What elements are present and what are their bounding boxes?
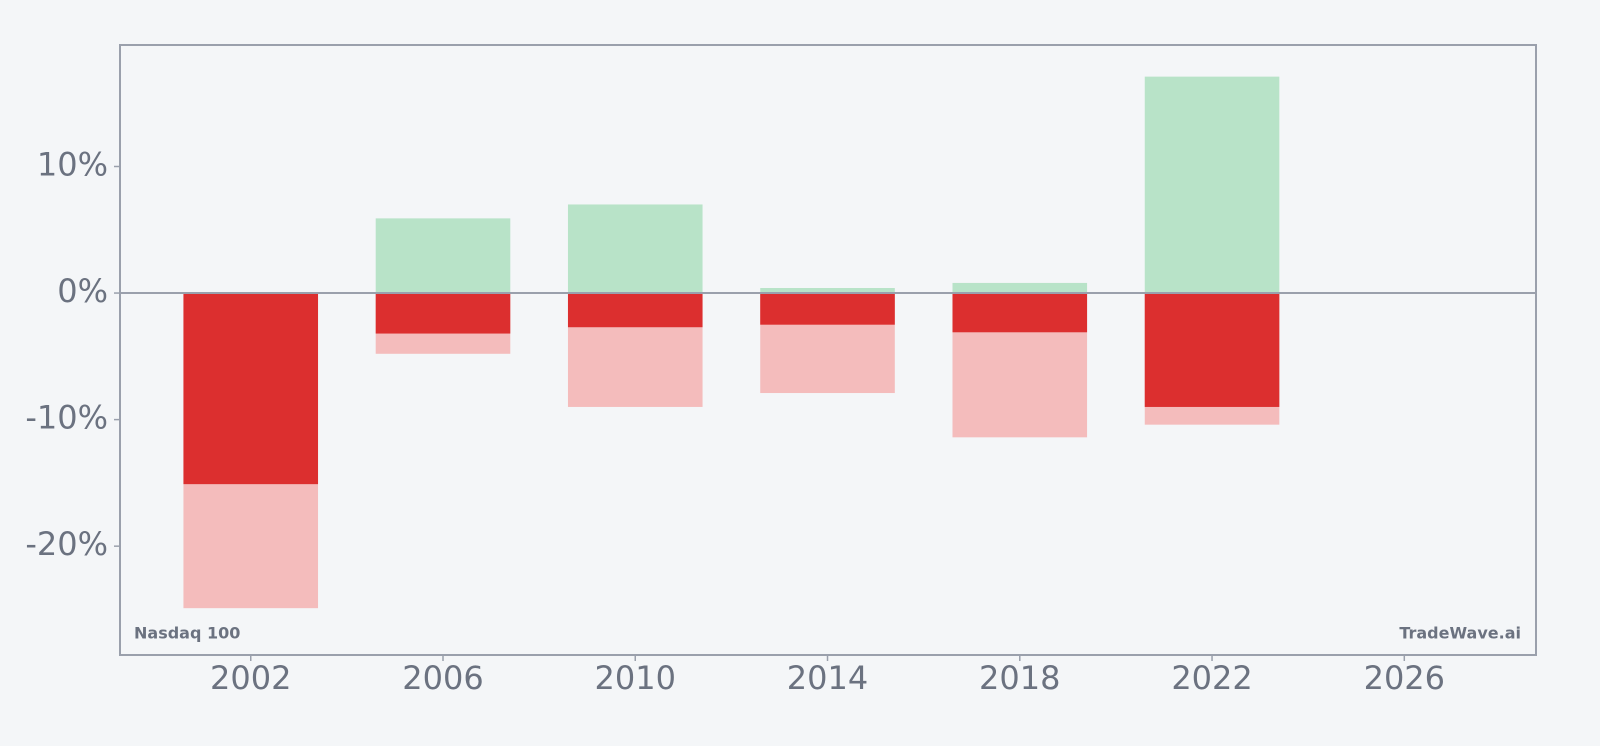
bar [183, 293, 319, 485]
x-tick-label: 2018 [979, 659, 1060, 697]
y-tick-label: 0% [57, 272, 108, 310]
x-tick-label: 2022 [1171, 659, 1252, 697]
bar [567, 293, 703, 328]
bar [1144, 76, 1280, 294]
bar [375, 218, 511, 294]
x-tick-label: 2010 [595, 659, 676, 697]
y-tick-label: 10% [37, 145, 108, 183]
bar [567, 204, 703, 294]
brand-label: TradeWave.ai [1399, 624, 1521, 643]
x-tick-label: 2026 [1364, 659, 1445, 697]
x-tick-label: 2002 [210, 659, 291, 697]
bar [760, 293, 895, 325]
bar [1144, 293, 1280, 407]
source-label: Nasdaq 100 [134, 624, 240, 643]
x-tick-label: 2014 [787, 659, 868, 697]
plot-frame [119, 44, 1537, 656]
y-tick-label: -20% [25, 525, 108, 563]
x-tick-label: 2006 [402, 659, 483, 697]
bar [952, 282, 1088, 294]
y-tick-label: -10% [25, 399, 108, 437]
bar [760, 287, 895, 294]
bar [375, 293, 511, 334]
bar [952, 293, 1088, 333]
